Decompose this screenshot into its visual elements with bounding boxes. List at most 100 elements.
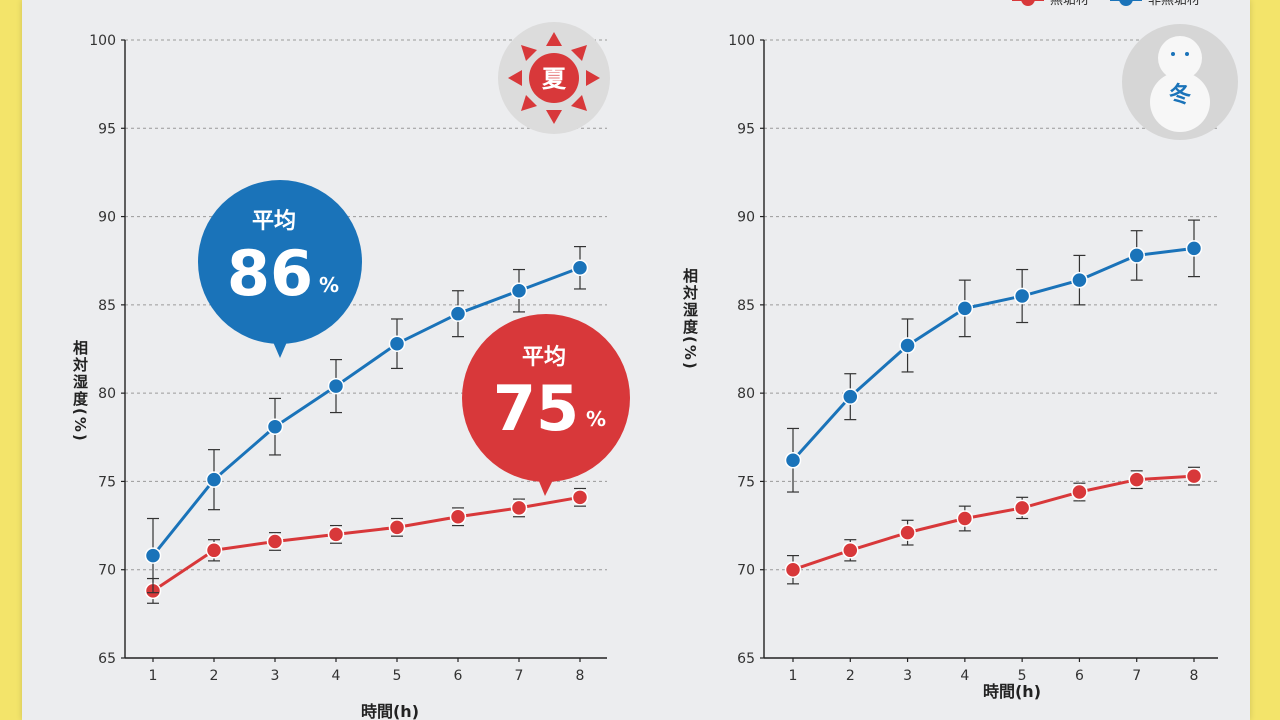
winter-point-blue [1128, 247, 1145, 264]
winter-y-tick-label: 85 [737, 298, 755, 314]
summer-series-red [144, 487, 589, 604]
bubble-blue-unit: % [319, 273, 339, 297]
winter-point-red [1128, 471, 1145, 488]
winter-x-tick-label: 7 [1132, 668, 1141, 684]
summer-line-red [152, 495, 581, 593]
summer-chart: 65 70 75 80 85 90 95 100 1 2 3 4 5 6 7 8 相対湿度(%) 時間(h) [71, 22, 630, 720]
winter-point-red [956, 510, 974, 527]
bubble-red-value: 75 [493, 372, 579, 445]
winter-y-tick-label: 90 [737, 210, 755, 226]
winter-point-red [1071, 483, 1088, 501]
summer-x-tick-label: 3 [271, 668, 280, 684]
summer-axes: 65 70 75 80 85 90 95 100 1 2 3 4 5 6 7 8 [89, 33, 607, 684]
winter-point-red [1013, 499, 1031, 517]
winter-series-red [784, 466, 1203, 585]
summer-x-tick-label: 7 [515, 668, 524, 684]
winter-line-blue [791, 246, 1195, 462]
summer-point-red [327, 526, 345, 543]
summer-y-tick-label: 70 [98, 563, 116, 579]
summer-y-tick-label: 95 [98, 121, 116, 137]
bubble-red-title: 平均 [522, 344, 566, 370]
winter-point-blue [1071, 271, 1088, 289]
summer-y-tick-label: 65 [98, 651, 116, 667]
summer-y-tick-label: 75 [98, 474, 116, 490]
winter-point-blue [784, 451, 802, 469]
summer-point-blue [144, 547, 162, 564]
bubble-blue-value: 86 [227, 237, 313, 310]
legend-item-mukuzai: 無垢材 [1012, 0, 1089, 8]
winter-x-tick-label: 5 [1018, 668, 1027, 684]
summer-point-blue [449, 305, 467, 322]
season-label-summer: 夏 [542, 65, 567, 93]
page-sheet: 無垢材 非無垢材 65 70 75 80 85 90 95 100 1 2 3 4 5 6 7 8 相対湿度(… [22, 0, 1250, 720]
winter-y-tick-label: 70 [737, 563, 755, 579]
winter-point-red [842, 542, 859, 559]
winter-point-blue [842, 388, 859, 405]
winter-line-red [792, 474, 1195, 572]
summer-point-red [205, 542, 223, 559]
summer-series [144, 245, 589, 604]
winter-x-tick-label: 1 [789, 668, 798, 684]
winter-y-tick-label: 75 [737, 474, 755, 490]
summer-series-blue [144, 245, 589, 594]
winter-point-red [899, 524, 916, 541]
summer-x-tick-label: 8 [576, 668, 585, 684]
winter-point-blue [1185, 240, 1203, 257]
winter-series-blue [784, 219, 1203, 493]
winter-x-tick-label: 8 [1190, 668, 1199, 684]
summer-point-blue [510, 282, 528, 299]
winter-x-tick-label: 3 [903, 668, 912, 684]
winter-y-tick-label: 65 [737, 651, 755, 667]
summer-point-blue [388, 335, 406, 352]
winter-point-red [784, 561, 802, 578]
summer-x-axis-label: 時間(h) [361, 702, 419, 720]
summer-point-red [510, 499, 528, 517]
summer-point-blue [327, 377, 345, 395]
summer-point-red [388, 519, 406, 536]
winter-series [784, 219, 1203, 585]
snowman-icon: 冬 [1122, 24, 1238, 140]
winter-point-blue [899, 337, 916, 354]
winter-y-axis-label: 相対湿度(%) [681, 267, 699, 371]
legend-item-hi-mukuzai: 非無垢材 [1110, 0, 1200, 8]
summer-grid [125, 39, 607, 571]
bubble-red-unit: % [586, 407, 606, 431]
summer-point-blue [205, 471, 223, 488]
summer-y-tick-label: 90 [98, 210, 116, 226]
summer-y-axis-label: 相対湿度(%) [71, 339, 89, 443]
summer-x-tick-label: 2 [210, 668, 219, 684]
legend-label-mukuzai: 無垢材 [1050, 0, 1089, 8]
winter-point-red [1185, 467, 1203, 485]
summer-line-blue [151, 266, 581, 557]
legend: 無垢材 非無垢材 [1012, 0, 1200, 8]
winter-point-blue [1013, 287, 1031, 305]
winter-y-tick-label: 100 [728, 33, 755, 49]
average-bubble-red: 平均 75 % [462, 314, 630, 496]
winter-y-tick-label: 80 [737, 386, 755, 402]
summer-y-tick-label: 85 [98, 298, 116, 314]
legend-label-hi-mukuzai: 非無垢材 [1148, 0, 1200, 8]
season-label-winter: 冬 [1169, 82, 1191, 108]
winter-axes: 65 70 75 80 85 90 95 100 1 2 3 4 5 6 7 8 [728, 33, 1218, 684]
summer-point-blue [571, 259, 589, 277]
summer-x-tick-label: 1 [149, 668, 158, 684]
winter-x-axis-label: 時間(h) [983, 682, 1041, 701]
winter-x-tick-label: 4 [960, 668, 969, 684]
summer-x-tick-label: 5 [393, 668, 402, 684]
summer-x-tick-label: 6 [454, 668, 463, 684]
summer-point-red [449, 508, 467, 525]
summer-y-tick-label: 100 [89, 33, 116, 49]
winter-x-tick-label: 6 [1075, 668, 1084, 684]
winter-point-blue [956, 300, 974, 317]
winter-x-tick-label: 2 [846, 668, 855, 684]
summer-point-blue [266, 418, 284, 435]
bubble-blue-title: 平均 [252, 208, 296, 234]
summer-point-red [266, 533, 284, 550]
summer-point-red [571, 489, 589, 506]
sun-icon: 夏 [498, 22, 610, 134]
winter-y-tick-label: 95 [737, 121, 755, 137]
summer-x-tick-label: 4 [332, 668, 341, 684]
summer-y-tick-label: 80 [98, 386, 116, 402]
